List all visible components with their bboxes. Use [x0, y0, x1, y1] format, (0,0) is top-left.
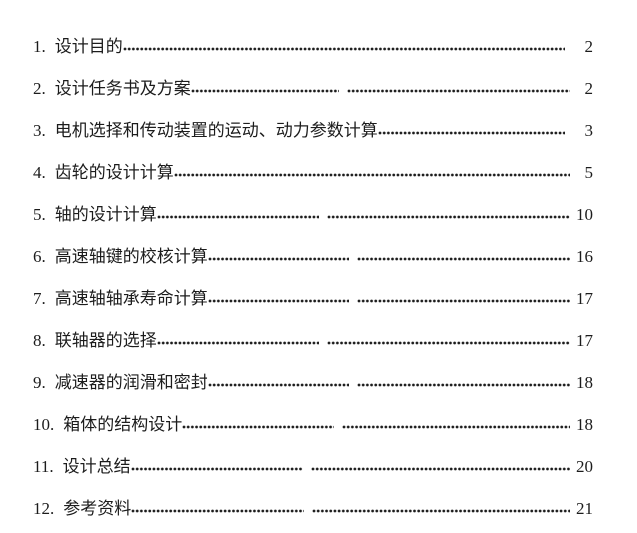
entry-page-number: 3	[584, 121, 594, 140]
entry-number: 9.	[33, 373, 46, 392]
entry-page-number: 21	[576, 499, 593, 518]
entry-page-number: 2	[584, 37, 594, 56]
entry-title: 减速器的润滑和密封	[54, 373, 208, 392]
dot-leader	[131, 508, 304, 514]
toc-entry[interactable]: 11. 设计总结 20	[33, 441, 593, 483]
dot-leader	[377, 130, 565, 136]
entry-number: 10.	[33, 415, 55, 434]
dot-leader	[156, 340, 319, 346]
entry-title: 齿轮的设计计算	[54, 163, 174, 182]
dot-leader	[156, 214, 319, 220]
dot-leader	[347, 88, 570, 94]
dot-leader	[357, 256, 570, 262]
dot-leader	[122, 46, 565, 52]
entry-title: 高速轴轴承寿命计算	[54, 289, 208, 308]
toc-entry[interactable]: 3. 电机选择和传动装置的运动、动力参数计算 3	[33, 105, 593, 147]
dot-leader	[207, 382, 350, 388]
toc-entry[interactable]: 7. 高速轴轴承寿命计算 17	[33, 273, 593, 315]
entry-number: 6.	[33, 247, 46, 266]
entry-page-number: 17	[576, 331, 593, 350]
dot-leader	[357, 382, 570, 388]
entry-number: 12.	[33, 499, 55, 518]
dot-leader	[207, 256, 350, 262]
toc-entry[interactable]: 12. 参考资料 21	[33, 483, 593, 525]
entry-title: 轴的设计计算	[54, 205, 157, 224]
toc-entry[interactable]: 5. 轴的设计计算 10	[33, 189, 593, 231]
toc-entry[interactable]: 4. 齿轮的设计计算 5	[33, 147, 593, 189]
toc-entry[interactable]: 8. 联轴器的选择 17	[33, 315, 593, 357]
entry-number: 7.	[33, 289, 46, 308]
entry-number: 8.	[33, 331, 46, 350]
toc-entry[interactable]: 6. 高速轴键的校核计算 16	[33, 231, 593, 273]
dot-leader	[182, 424, 335, 430]
entry-page-number: 17	[576, 289, 593, 308]
entry-page-number: 20	[576, 457, 593, 476]
entry-page-number: 2	[584, 79, 594, 98]
entry-title: 箱体的结构设计	[63, 415, 183, 434]
dot-leader	[207, 298, 350, 304]
toc-entry[interactable]: 2. 设计任务书及方案 2	[33, 63, 593, 105]
entry-page-number: 18	[576, 373, 593, 392]
dot-leader	[311, 466, 570, 472]
dot-leader	[357, 298, 570, 304]
entry-number: 11.	[33, 457, 54, 476]
entry-page-number: 16	[576, 247, 593, 266]
dot-leader	[130, 466, 304, 472]
entry-number: 4.	[33, 163, 46, 182]
toc-entry[interactable]: 1. 设计目的 2	[33, 21, 593, 63]
entry-page-number: 18	[576, 415, 593, 434]
dot-leader	[326, 214, 570, 220]
entry-title: 电机选择和传动装置的运动、动力参数计算	[54, 121, 378, 140]
dot-leader	[326, 340, 570, 346]
entry-number: 1.	[33, 37, 46, 56]
entry-number: 2.	[33, 79, 46, 98]
entry-title: 高速轴键的校核计算	[54, 247, 208, 266]
entry-title: 设计任务书及方案	[54, 79, 191, 98]
toc-entry[interactable]: 9. 减速器的润滑和密封 18	[33, 357, 593, 399]
toc-entry[interactable]: 10. 箱体的结构设计 18	[33, 399, 593, 441]
dot-leader	[173, 172, 570, 178]
entry-title: 联轴器的选择	[54, 331, 157, 350]
entry-page-number: 5	[584, 163, 594, 182]
dot-leader	[190, 88, 340, 94]
dot-leader	[342, 424, 570, 430]
entry-title: 设计目的	[54, 37, 123, 56]
entry-title: 参考资料	[63, 499, 132, 518]
entry-page-number: 10	[576, 205, 593, 224]
entry-number: 3.	[33, 121, 46, 140]
entry-title: 设计总结	[62, 457, 131, 476]
entry-number: 5.	[33, 205, 46, 224]
dot-leader	[311, 508, 570, 514]
